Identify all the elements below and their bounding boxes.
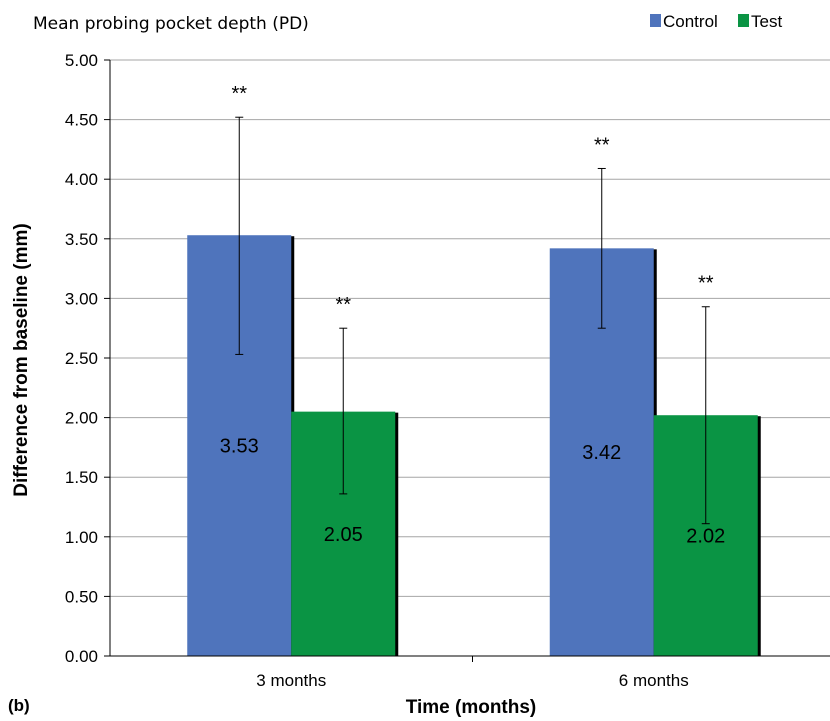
significance-marker: ** (335, 294, 351, 316)
axes (109, 60, 830, 662)
panel-label: (b) (8, 696, 30, 715)
y-tick-label: 3.00 (65, 289, 98, 308)
error-bars: ** ** ** ** (231, 83, 714, 525)
y-tick-label: 3.50 (65, 230, 98, 249)
data-label: 2.02 (686, 526, 725, 548)
y-tick-label: 0.50 (65, 587, 98, 606)
y-tick-label: 2.50 (65, 349, 98, 368)
data-label: 3.53 (220, 436, 259, 458)
y-tick-label: 5.00 (65, 51, 98, 70)
significance-marker: ** (698, 273, 714, 295)
x-tick-label: 6 months (619, 671, 689, 690)
data-label: 3.42 (582, 442, 621, 464)
legend-label: Test (751, 12, 782, 31)
data-label: 2.05 (324, 524, 363, 546)
y-tick-label: 0.00 (65, 647, 98, 666)
y-axis-label: Difference from baseline (mm) (11, 223, 32, 496)
chart-title: Mean probing pocket depth (PD) (33, 14, 309, 34)
legend-swatch-control (650, 14, 661, 27)
x-axis-label: Time (months) (406, 697, 537, 718)
legend: Control Test (650, 12, 782, 31)
y-tick-label: 2.00 (65, 409, 98, 428)
x-axis-ticks: 3 months 6 months (256, 671, 688, 690)
x-tick-label: 3 months (256, 671, 326, 690)
y-tick-label: 4.00 (65, 170, 98, 189)
y-tick-label: 4.50 (65, 111, 98, 130)
y-tick-label: 1.00 (65, 528, 98, 547)
legend-swatch-test (738, 14, 749, 27)
significance-marker: ** (594, 134, 610, 156)
significance-marker: ** (231, 83, 247, 105)
bars: 3.53 3.42 2.05 2.02 (187, 235, 761, 656)
legend-label: Control (663, 12, 718, 31)
y-axis-ticks: 0.00 0.50 1.00 1.50 2.00 2.50 3.00 3.50 4.00 4.50… (65, 51, 110, 666)
y-tick-label: 1.50 (65, 468, 98, 487)
